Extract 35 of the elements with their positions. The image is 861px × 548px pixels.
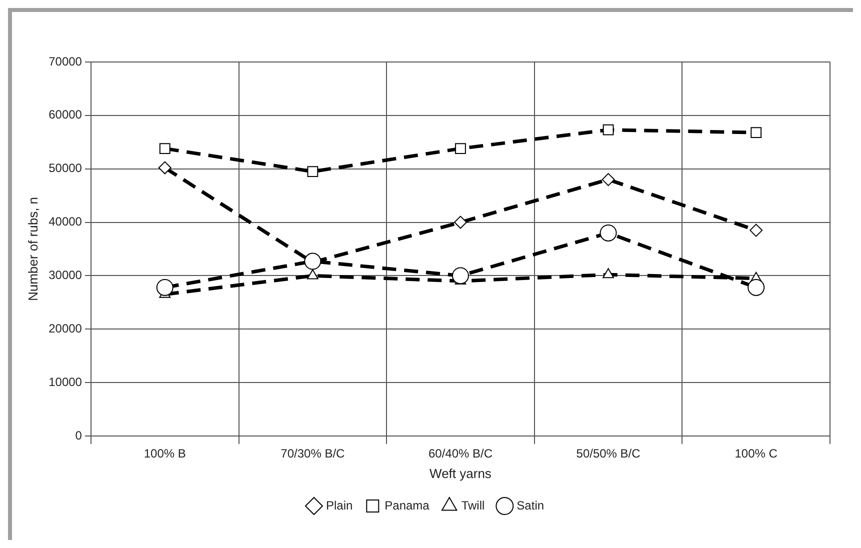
point xyxy=(304,252,322,270)
y-tick-label: 30000 xyxy=(48,268,82,282)
legend-label: Plain xyxy=(326,498,353,512)
point xyxy=(600,224,617,242)
x-tick-label: 100% B xyxy=(144,446,186,461)
point xyxy=(602,173,615,186)
point xyxy=(452,267,469,284)
point xyxy=(158,161,172,174)
y-tick-label: 50000 xyxy=(48,161,82,176)
point xyxy=(307,166,318,177)
point xyxy=(748,278,765,296)
y-axis-title: Number of rubs, n xyxy=(25,196,40,302)
point xyxy=(156,278,174,296)
y-tick-label: 0 xyxy=(75,428,82,442)
point xyxy=(602,268,614,278)
point xyxy=(750,224,763,237)
y-tick-label: 40000 xyxy=(48,214,82,229)
x-tick-label: 100% C xyxy=(734,446,778,461)
x-tick-label: 50/50% B/C xyxy=(576,446,641,461)
legend-label: Panama xyxy=(384,498,430,512)
x-axis-title: Weft yarns xyxy=(430,466,492,481)
y-tick-label: 60000 xyxy=(48,108,82,122)
legend-label: Satin xyxy=(516,498,544,512)
point xyxy=(306,269,318,280)
y-tick-label: 70000 xyxy=(48,54,82,68)
point xyxy=(455,143,466,154)
point xyxy=(750,127,762,138)
x-tick-label: 60/40% B/C xyxy=(428,446,493,461)
x-tick-label: 70/30% B/C xyxy=(280,446,346,461)
point xyxy=(602,124,614,136)
point xyxy=(454,216,467,229)
legend-label: Twill xyxy=(461,498,485,512)
y-tick-label: 10000 xyxy=(48,374,82,389)
y-tick-label: 20000 xyxy=(48,321,82,336)
point xyxy=(159,143,170,154)
